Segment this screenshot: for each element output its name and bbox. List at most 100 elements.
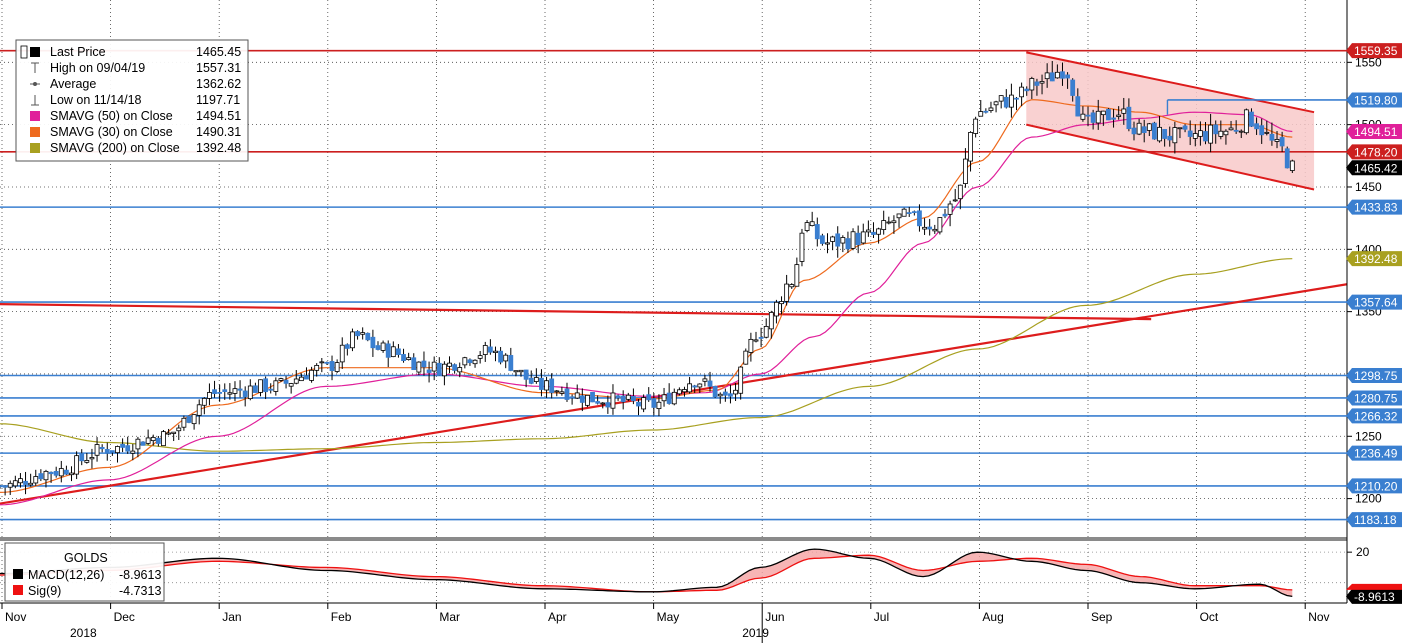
level-tag-label: 1210.20 — [1354, 479, 1398, 493]
candle-body — [1172, 127, 1178, 144]
level-tag-label: 1433.83 — [1354, 201, 1398, 215]
candle-body — [23, 480, 28, 485]
level-tag: 1183.18 — [1346, 512, 1402, 528]
candle-body — [743, 350, 749, 365]
candle-body — [258, 379, 263, 393]
level-tag: 1266.32 — [1346, 408, 1402, 424]
candle-body — [48, 471, 54, 475]
signal-value-tag — [1346, 583, 1402, 590]
candle-body — [860, 231, 866, 244]
candle-body — [232, 388, 238, 394]
candle-body — [595, 401, 601, 404]
candle-body — [304, 375, 309, 380]
average-dot-icon — [33, 82, 37, 86]
resistance-trendline — [0, 303, 1152, 321]
candle-body — [69, 472, 74, 476]
candle-body — [171, 431, 177, 434]
candle-body — [74, 455, 80, 475]
candle-body — [191, 414, 197, 425]
candle-body — [911, 211, 917, 214]
candle-body — [0, 485, 3, 488]
candle-body — [324, 361, 330, 364]
olive-square-icon — [30, 143, 40, 153]
candle-body — [334, 362, 340, 372]
candle-body — [549, 378, 555, 393]
candle-body — [18, 478, 23, 484]
candle-body — [687, 383, 692, 393]
candle-body — [656, 401, 662, 410]
candle-body — [104, 448, 110, 454]
level-tag-label: 1183.18 — [1354, 513, 1397, 527]
macd-legend-value: -8.9613 — [119, 568, 161, 582]
candle-body — [247, 385, 253, 400]
candle-body — [1019, 86, 1025, 98]
candle-body — [564, 388, 570, 400]
legend-item: Average 1362.62 — [30, 77, 241, 91]
level-tag: 1236.49 — [1346, 445, 1402, 461]
y-tick-label: 1450 — [1355, 180, 1382, 194]
candle-body — [12, 480, 18, 487]
candle-body — [1213, 124, 1219, 135]
level-tags: 1559.35 1519.80 1494.51 1478.20 1465.42 1433.… — [1346, 43, 1402, 604]
channel-upper-line — [1026, 51, 1315, 114]
x-tick-label: Dec — [114, 610, 135, 624]
candle-body — [906, 212, 912, 214]
candle-body — [217, 392, 223, 394]
macd-legend-title: GOLDS — [64, 551, 108, 565]
macd-fill — [0, 549, 1293, 597]
candle-body — [585, 394, 590, 406]
candle-body — [886, 221, 892, 224]
candle-body — [263, 378, 269, 393]
level-tag: 1559.35 — [1346, 43, 1402, 59]
candle-body — [1014, 97, 1019, 100]
level-tag-bg — [1346, 92, 1402, 108]
candle-body — [1223, 130, 1229, 136]
candle-body — [79, 453, 85, 462]
candle-body — [329, 361, 335, 371]
candle-body — [33, 476, 39, 484]
macd-legend-value: -4.7313 — [119, 584, 161, 598]
candle-body — [462, 357, 468, 366]
candle-body — [467, 359, 473, 364]
candle-body — [242, 390, 248, 397]
macd-tick-label: 20 — [1356, 545, 1370, 559]
candle-body — [1126, 106, 1132, 130]
level-tag-label: 1494.51 — [1354, 125, 1398, 139]
candle-body — [1182, 125, 1188, 130]
candle-body — [145, 437, 151, 444]
candle-body — [436, 362, 442, 376]
candle-body — [768, 312, 774, 330]
macd-legend-label: Sig(9) — [28, 584, 61, 598]
legend-item-label: Low on 11/14/18 — [50, 93, 142, 107]
channel-lower-line — [1026, 123, 1315, 191]
legend-item: SMAVG (30) on Close 1490.31 — [30, 125, 241, 139]
candle-body — [1233, 129, 1239, 132]
candle-body — [825, 242, 830, 245]
legend-item-label: SMAVG (30) on Close — [50, 125, 173, 139]
macd-legend-box — [4, 542, 165, 602]
candle-body — [932, 228, 938, 232]
candle-body — [697, 383, 703, 388]
candle-body — [518, 369, 524, 373]
level-tag-label: 1559.35 — [1354, 44, 1398, 58]
level-tag: 1392.48 — [1346, 251, 1402, 267]
candle-body — [1131, 127, 1137, 135]
candle-body — [135, 438, 141, 450]
level-tag-bg — [1346, 144, 1402, 160]
candle-body — [712, 385, 718, 398]
level-tag: 1298.75 — [1346, 368, 1402, 384]
level-tag-bg — [1346, 160, 1402, 176]
candle-body — [799, 232, 805, 262]
candle-body — [963, 158, 968, 184]
candle-body — [370, 336, 376, 349]
year-label: 2019 — [742, 626, 769, 640]
x-tick-label: Aug — [982, 610, 1003, 624]
candle-body — [922, 226, 927, 230]
candle-body — [268, 388, 274, 391]
candle-body — [574, 392, 580, 399]
candle-body — [38, 473, 44, 480]
candle-body — [115, 446, 120, 454]
candle-body — [452, 364, 458, 371]
magenta-square-icon — [30, 111, 40, 121]
candle-body — [590, 391, 595, 403]
